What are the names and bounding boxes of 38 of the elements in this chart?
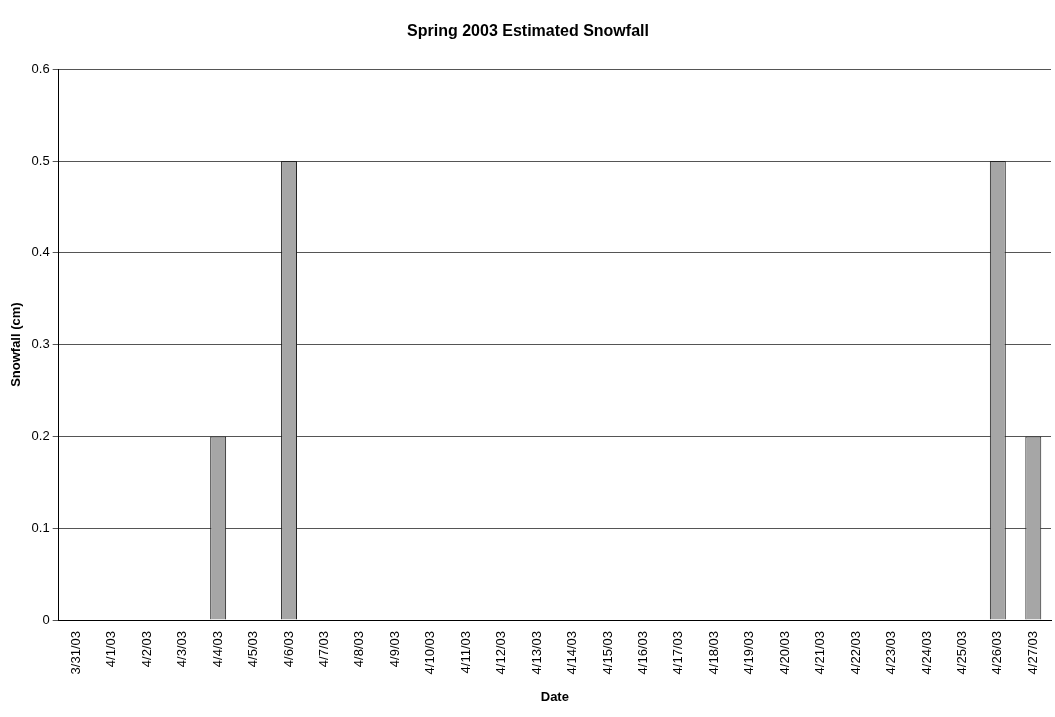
x-tick-label: 3/31/03 bbox=[67, 631, 83, 675]
x-tick-label: 4/18/03 bbox=[705, 631, 721, 675]
x-tick-label: 4/10/03 bbox=[422, 631, 438, 675]
x-tick-label: 4/25/03 bbox=[953, 631, 969, 675]
x-axis-title: Date bbox=[540, 688, 569, 704]
x-tick-label: 4/7/03 bbox=[316, 631, 332, 668]
x-tick-label: 4/3/03 bbox=[174, 631, 190, 668]
x-tick-label: 4/12/03 bbox=[493, 631, 509, 675]
x-tick-label: 4/8/03 bbox=[351, 631, 367, 668]
x-tick-label: 4/26/03 bbox=[989, 631, 1005, 675]
x-tick-label: 4/21/03 bbox=[812, 631, 828, 675]
y-tick-label: 0.3 bbox=[31, 336, 50, 352]
x-tick-label: 4/24/03 bbox=[918, 631, 934, 675]
x-tick-label: 4/23/03 bbox=[883, 631, 899, 675]
x-tick-label: 4/27/03 bbox=[1024, 631, 1040, 675]
y-tick-label: 0.4 bbox=[31, 244, 50, 260]
x-tick-label: 4/22/03 bbox=[847, 631, 863, 675]
y-axis-title: Snowfall (cm) bbox=[8, 302, 24, 387]
x-tick-label: 4/1/03 bbox=[103, 631, 119, 668]
x-tick-label: 4/15/03 bbox=[599, 631, 615, 675]
x-tick-label: 4/19/03 bbox=[741, 631, 757, 675]
y-tick-label: 0.1 bbox=[31, 519, 50, 535]
x-tick-label: 4/4/03 bbox=[209, 631, 225, 668]
x-tick-label: 4/17/03 bbox=[670, 631, 686, 675]
x-tick-label: 4/9/03 bbox=[386, 631, 402, 668]
x-tick-label: 4/11/03 bbox=[457, 631, 473, 674]
y-tick-label: 0.6 bbox=[31, 60, 50, 76]
x-tick-label: 4/6/03 bbox=[280, 631, 296, 668]
x-tick-label: 4/16/03 bbox=[635, 631, 651, 675]
x-tick-label: 4/2/03 bbox=[138, 631, 154, 668]
x-tick-label: 4/13/03 bbox=[528, 631, 544, 675]
y-tick-label: 0.5 bbox=[31, 152, 50, 168]
y-tick-label: 0.2 bbox=[31, 428, 50, 443]
x-tick-label: 4/14/03 bbox=[564, 631, 580, 675]
y-tick-label: 0 bbox=[42, 611, 50, 627]
chart-title: Spring 2003 Estimated Snowfall bbox=[407, 22, 649, 40]
x-tick-label: 4/5/03 bbox=[245, 631, 261, 668]
x-tick-label: 4/20/03 bbox=[776, 631, 792, 675]
